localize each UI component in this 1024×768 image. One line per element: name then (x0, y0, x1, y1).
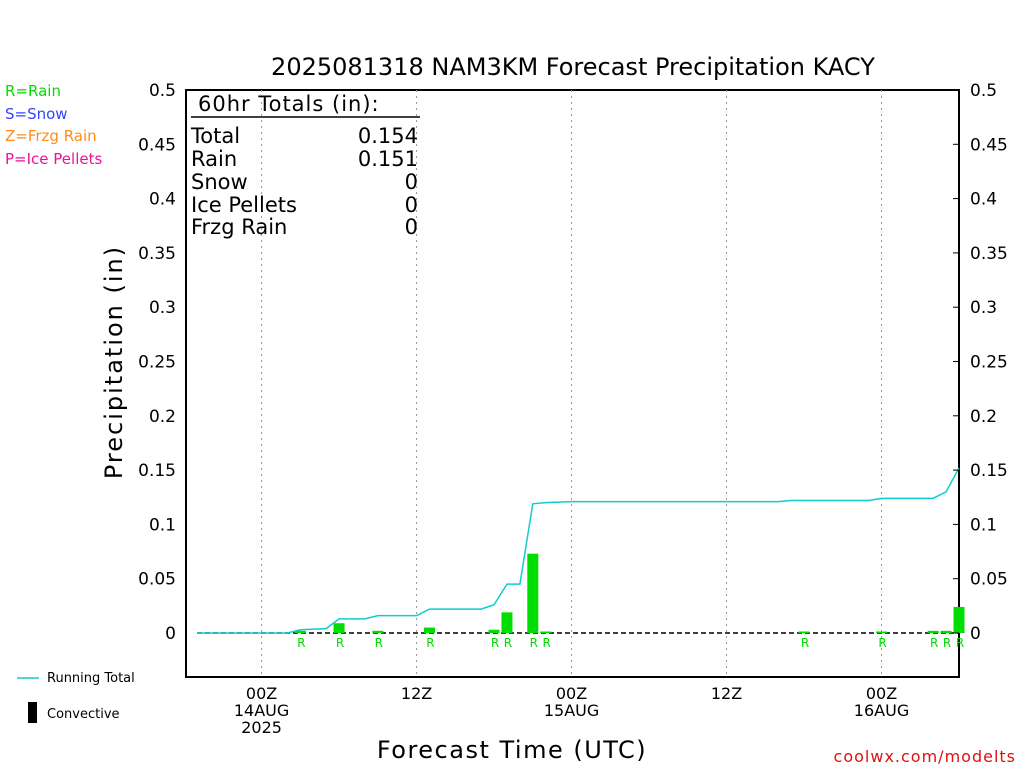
series-legend: Running Total Convective (17, 671, 135, 723)
y-tick-label-right: 0 (970, 624, 981, 644)
precip-type-label: R (530, 636, 538, 650)
precip-bar (940, 630, 952, 633)
precip-type-label: R (956, 636, 964, 650)
x-tick-label: 16AUG (854, 701, 909, 720)
totals-value-snow: 0 (405, 170, 418, 194)
y-tick-label-right: 0.25 (970, 353, 1008, 373)
precip-type-legend: R=Rain S=Snow Z=Frzg Rain P=Ice Pellets (5, 82, 102, 168)
precip-type-label: R (336, 636, 344, 650)
precip-bar (876, 631, 888, 633)
x-tick-label: 12Z (401, 684, 432, 703)
x-tick-label: 2025 (241, 718, 282, 737)
y-tick-label-left: 0.25 (138, 353, 176, 373)
y-tick-label-left: 0 (165, 624, 176, 644)
y-tick-label-left: 0.35 (138, 244, 176, 264)
totals-label-snow: Snow (191, 170, 248, 194)
precip-type-label: R (426, 636, 434, 650)
y-tick-label-right: 0.1 (970, 515, 997, 535)
y-tick-labels: 0 00.05 0.050.1 0.10.15 0.150.2 0.20.25 0.250.… (138, 81, 1008, 644)
precip-bar (953, 606, 965, 633)
legend-ice-pellets: P=Ice Pellets (5, 150, 102, 168)
precip-type-label: R (491, 636, 499, 650)
y-tick-label-left: 0.1 (149, 515, 176, 535)
legend-frzg-rain: Z=Frzg Rain (5, 127, 97, 145)
precip-bar (333, 623, 345, 633)
precip-type-label: R (543, 636, 551, 650)
totals-label-ice-pellets: Ice Pellets (191, 193, 297, 217)
y-tick-label-right: 0.5 (970, 81, 997, 101)
y-tick-label-left: 0.4 (149, 190, 176, 210)
chart-title: 2025081318 NAM3KM Forecast Precipitation… (271, 53, 875, 81)
precip-type-label: R (375, 636, 383, 650)
y-tick-label-left: 0.15 (138, 461, 176, 481)
precip-bar (927, 630, 939, 633)
totals-box: 60hr Totals (in): Total 0.154 Rain 0.151… (190, 92, 420, 239)
totals-label-rain: Rain (191, 147, 237, 171)
precip-type-label: R (930, 636, 938, 650)
y-tick-label-right: 0.2 (970, 407, 997, 427)
x-axis-label: Forecast Time (UTC) (377, 736, 647, 764)
totals-value-total: 0.154 (358, 124, 418, 148)
legend-snow: S=Snow (5, 105, 68, 123)
precip-type-label: R (504, 636, 512, 650)
vertical-gridlines (261, 90, 883, 677)
x-tick-label: 00Z (556, 684, 587, 703)
precip-bar (372, 630, 384, 633)
x-tick-label: 15AUG (544, 701, 599, 720)
credit-text: coolwx.com/modelts (834, 747, 1016, 766)
precip-bar (501, 612, 513, 633)
precip-type-label: R (297, 636, 305, 650)
y-tick-label-right: 0.35 (970, 244, 1008, 264)
totals-value-ice-pellets: 0 (405, 193, 418, 217)
x-tick-label: 14AUG (234, 701, 289, 720)
y-tick-label-left: 0.5 (149, 81, 176, 101)
x-tick-label: 00Z (866, 684, 897, 703)
precip-bar (527, 553, 539, 633)
y-tick-label-left: 0.05 (138, 570, 176, 590)
y-axis-label: Precipitation (in) (100, 245, 128, 479)
plot-frame (185, 89, 960, 678)
legend-rain: R=Rain (5, 82, 61, 100)
running-total-series (197, 467, 960, 634)
precip-bars (294, 553, 965, 633)
totals-value-rain: 0.151 (358, 147, 418, 171)
precip-bar (423, 627, 435, 633)
totals-header: 60hr Totals (in): (198, 92, 380, 116)
y-tick-label-right: 0.3 (970, 298, 997, 318)
totals-label-frzg-rain: Frzg Rain (191, 215, 287, 239)
y-tick-label-right: 0.05 (970, 570, 1008, 590)
y-tick-label-right: 0.4 (970, 190, 997, 210)
precip-bar (540, 631, 552, 633)
precip-bar (488, 629, 500, 633)
totals-label-total: Total (190, 124, 240, 148)
convective-legend-label: Convective (47, 707, 120, 722)
totals-value-frzg-rain: 0 (405, 215, 418, 239)
y-tick-label-left: 0.3 (149, 298, 176, 318)
convective-legend-swatch (28, 702, 37, 723)
y-tick-label-right: 0.45 (970, 135, 1008, 155)
x-tick-label: 12Z (711, 684, 742, 703)
running-total-line (197, 467, 960, 634)
precip-type-label: R (801, 636, 809, 650)
y-tick-label-right: 0.15 (970, 461, 1008, 481)
precip-type-label: R (943, 636, 951, 650)
running-total-legend-label: Running Total (47, 671, 135, 686)
precip-bar (294, 630, 306, 633)
y-tick-label-left: 0.2 (149, 407, 176, 427)
y-tick-label-left: 0.45 (138, 135, 176, 155)
precip-type-label: R (878, 636, 886, 650)
precip-bar (798, 631, 810, 633)
x-tick-label: 00Z (246, 684, 277, 703)
